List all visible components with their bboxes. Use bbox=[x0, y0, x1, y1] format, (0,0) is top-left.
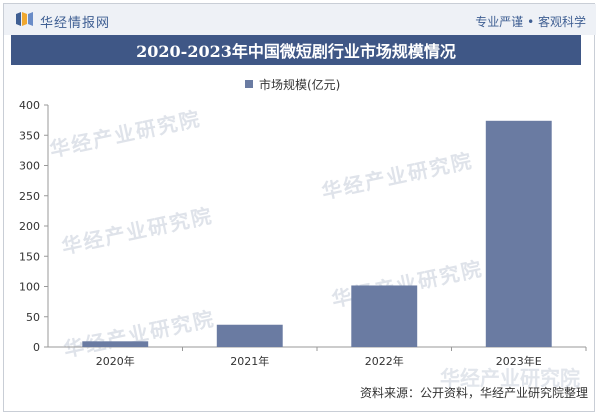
y-tick-label: 400 bbox=[19, 99, 40, 112]
y-tick-label: 250 bbox=[19, 190, 40, 203]
x-tick-label: 2023年E bbox=[496, 354, 542, 368]
y-tick-label: 150 bbox=[19, 250, 40, 263]
x-tick-label: 2020年 bbox=[96, 354, 135, 368]
source-note: 资料来源：公开资料，华经产业研究院整理 bbox=[359, 386, 588, 400]
y-tick-label: 200 bbox=[19, 220, 40, 233]
bar bbox=[351, 285, 418, 347]
watermark-logo: 华经产业研究院 bbox=[440, 366, 580, 390]
bar bbox=[82, 341, 149, 347]
x-tick-label: 2022年 bbox=[365, 354, 404, 368]
brand-name: 华经情报网 bbox=[40, 16, 111, 31]
bar bbox=[216, 324, 283, 347]
brand-tagline: 专业严谨 • 客观科学 bbox=[475, 15, 586, 29]
chart-legend: 市场规模(亿元) bbox=[245, 76, 340, 92]
legend-label: 市场规模(亿元) bbox=[259, 77, 341, 92]
brand-logo-icon bbox=[16, 12, 33, 26]
y-tick-label: 100 bbox=[19, 281, 40, 294]
y-tick-label: 350 bbox=[19, 129, 40, 142]
y-tick-label: 0 bbox=[33, 341, 40, 354]
header-bar: 华经情报网 专业严谨 • 客观科学 bbox=[4, 4, 596, 35]
chart-title-bar: 2020-2023年中国微短剧行业市场规模情况 bbox=[11, 35, 581, 65]
x-tick-label: 2021年 bbox=[230, 354, 269, 368]
chart-title: 2020-2023年中国微短剧行业市场规模情况 bbox=[136, 42, 456, 61]
y-tick-label: 300 bbox=[19, 160, 40, 173]
legend-swatch bbox=[245, 80, 253, 88]
bar bbox=[485, 120, 552, 347]
y-tick-label: 50 bbox=[26, 311, 40, 324]
